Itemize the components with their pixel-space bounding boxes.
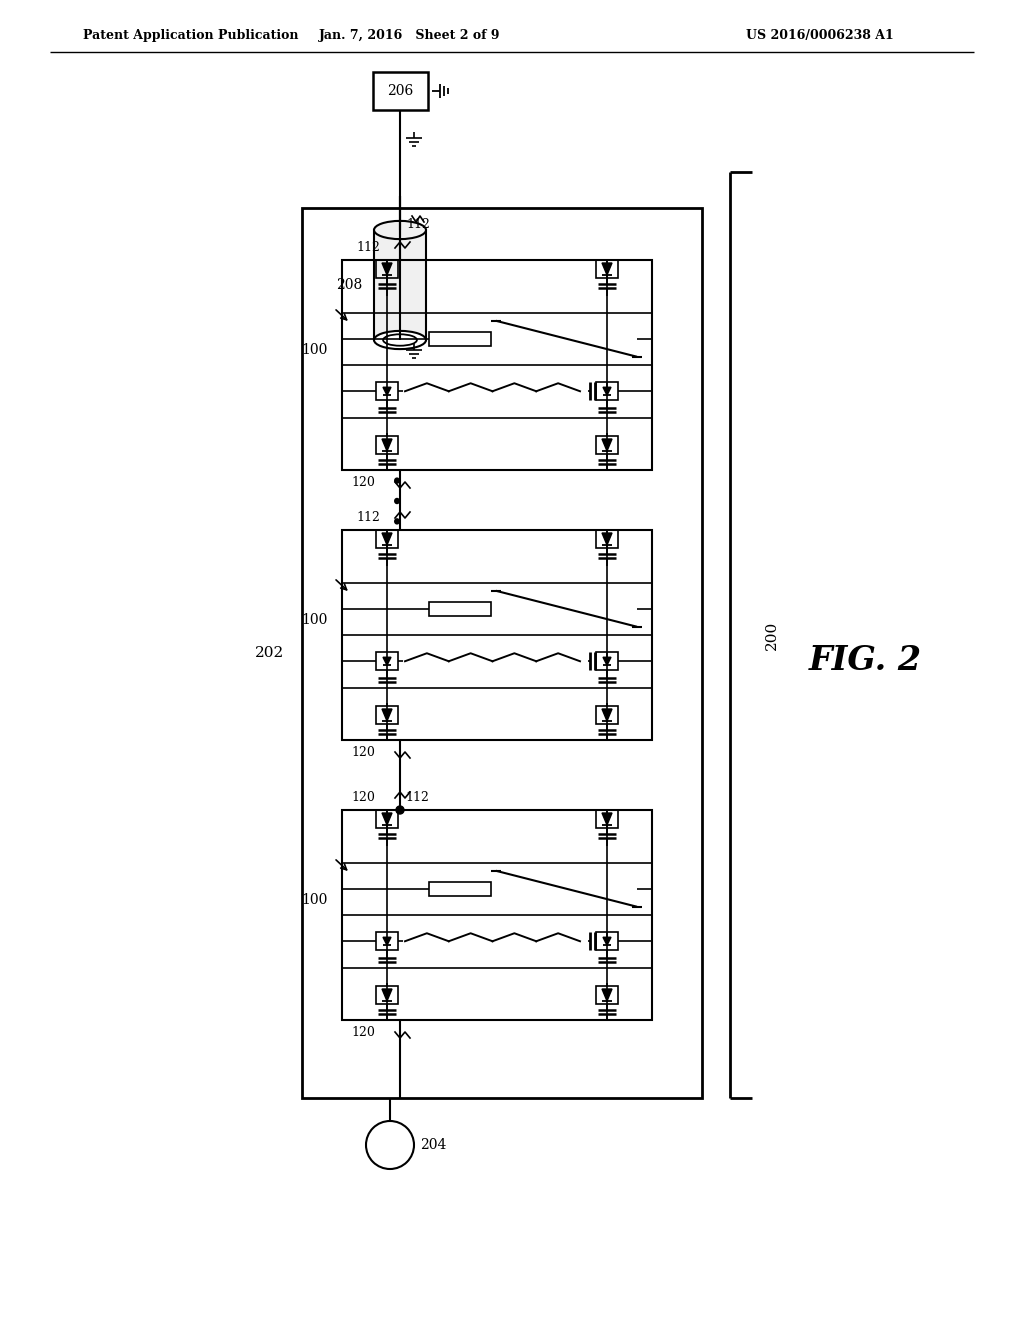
Bar [429,882,490,896]
Bar [376,383,398,400]
Bar [596,810,618,828]
Text: Jan. 7, 2016   Sheet 2 of 9: Jan. 7, 2016 Sheet 2 of 9 [319,29,501,41]
Bar [596,986,618,1005]
Polygon shape [383,387,391,395]
Polygon shape [602,440,612,451]
Text: 120: 120 [351,1026,375,1039]
Polygon shape [602,709,612,721]
Bar [596,531,618,548]
Ellipse shape [374,331,426,348]
Text: FIG. 2: FIG. 2 [808,644,922,676]
Polygon shape [382,989,392,1001]
Text: 200: 200 [765,620,779,649]
Polygon shape [383,937,391,945]
Circle shape [366,1121,414,1170]
Bar [429,331,490,346]
Text: 112: 112 [356,511,380,524]
Text: 120: 120 [351,477,375,488]
Bar [342,531,652,741]
Text: 120: 120 [351,746,375,759]
Bar [373,73,427,110]
Text: 204: 204 [420,1138,446,1152]
Text: 120: 120 [351,791,375,804]
Bar [376,260,398,279]
Bar [302,209,702,1098]
Text: US 2016/0006238 A1: US 2016/0006238 A1 [746,29,894,41]
Bar [376,706,398,723]
Bar [376,531,398,548]
Bar [596,706,618,723]
Polygon shape [383,657,391,665]
Bar [376,986,398,1005]
Ellipse shape [383,334,417,346]
Polygon shape [602,813,612,825]
Circle shape [396,807,404,814]
Bar [342,810,652,1020]
Text: 112: 112 [406,218,430,231]
Text: 206: 206 [387,84,413,98]
Polygon shape [603,937,611,945]
Text: 100: 100 [302,343,328,356]
Bar [374,230,426,341]
Bar [596,383,618,400]
Polygon shape [382,533,392,545]
Bar [376,932,398,950]
Bar [342,260,652,470]
Polygon shape [602,989,612,1001]
Bar [596,260,618,279]
Bar [376,652,398,671]
Polygon shape [603,657,611,665]
Polygon shape [382,813,392,825]
Text: 202: 202 [255,645,284,660]
Text: 208: 208 [336,279,362,292]
Text: 100: 100 [302,894,328,907]
Text: Patent Application Publication: Patent Application Publication [83,29,299,41]
Text: 100: 100 [302,612,328,627]
Polygon shape [382,263,392,275]
Bar [429,602,490,615]
Bar [596,436,618,454]
Polygon shape [382,440,392,451]
Text: • • •: • • • [390,473,410,527]
Polygon shape [382,709,392,721]
Polygon shape [602,263,612,275]
Text: 112: 112 [356,242,380,253]
Bar [596,932,618,950]
Bar [596,652,618,671]
Polygon shape [603,387,611,395]
Text: 112: 112 [406,791,429,804]
Bar [376,436,398,454]
Polygon shape [602,533,612,545]
Bar [376,810,398,828]
Ellipse shape [374,220,426,239]
